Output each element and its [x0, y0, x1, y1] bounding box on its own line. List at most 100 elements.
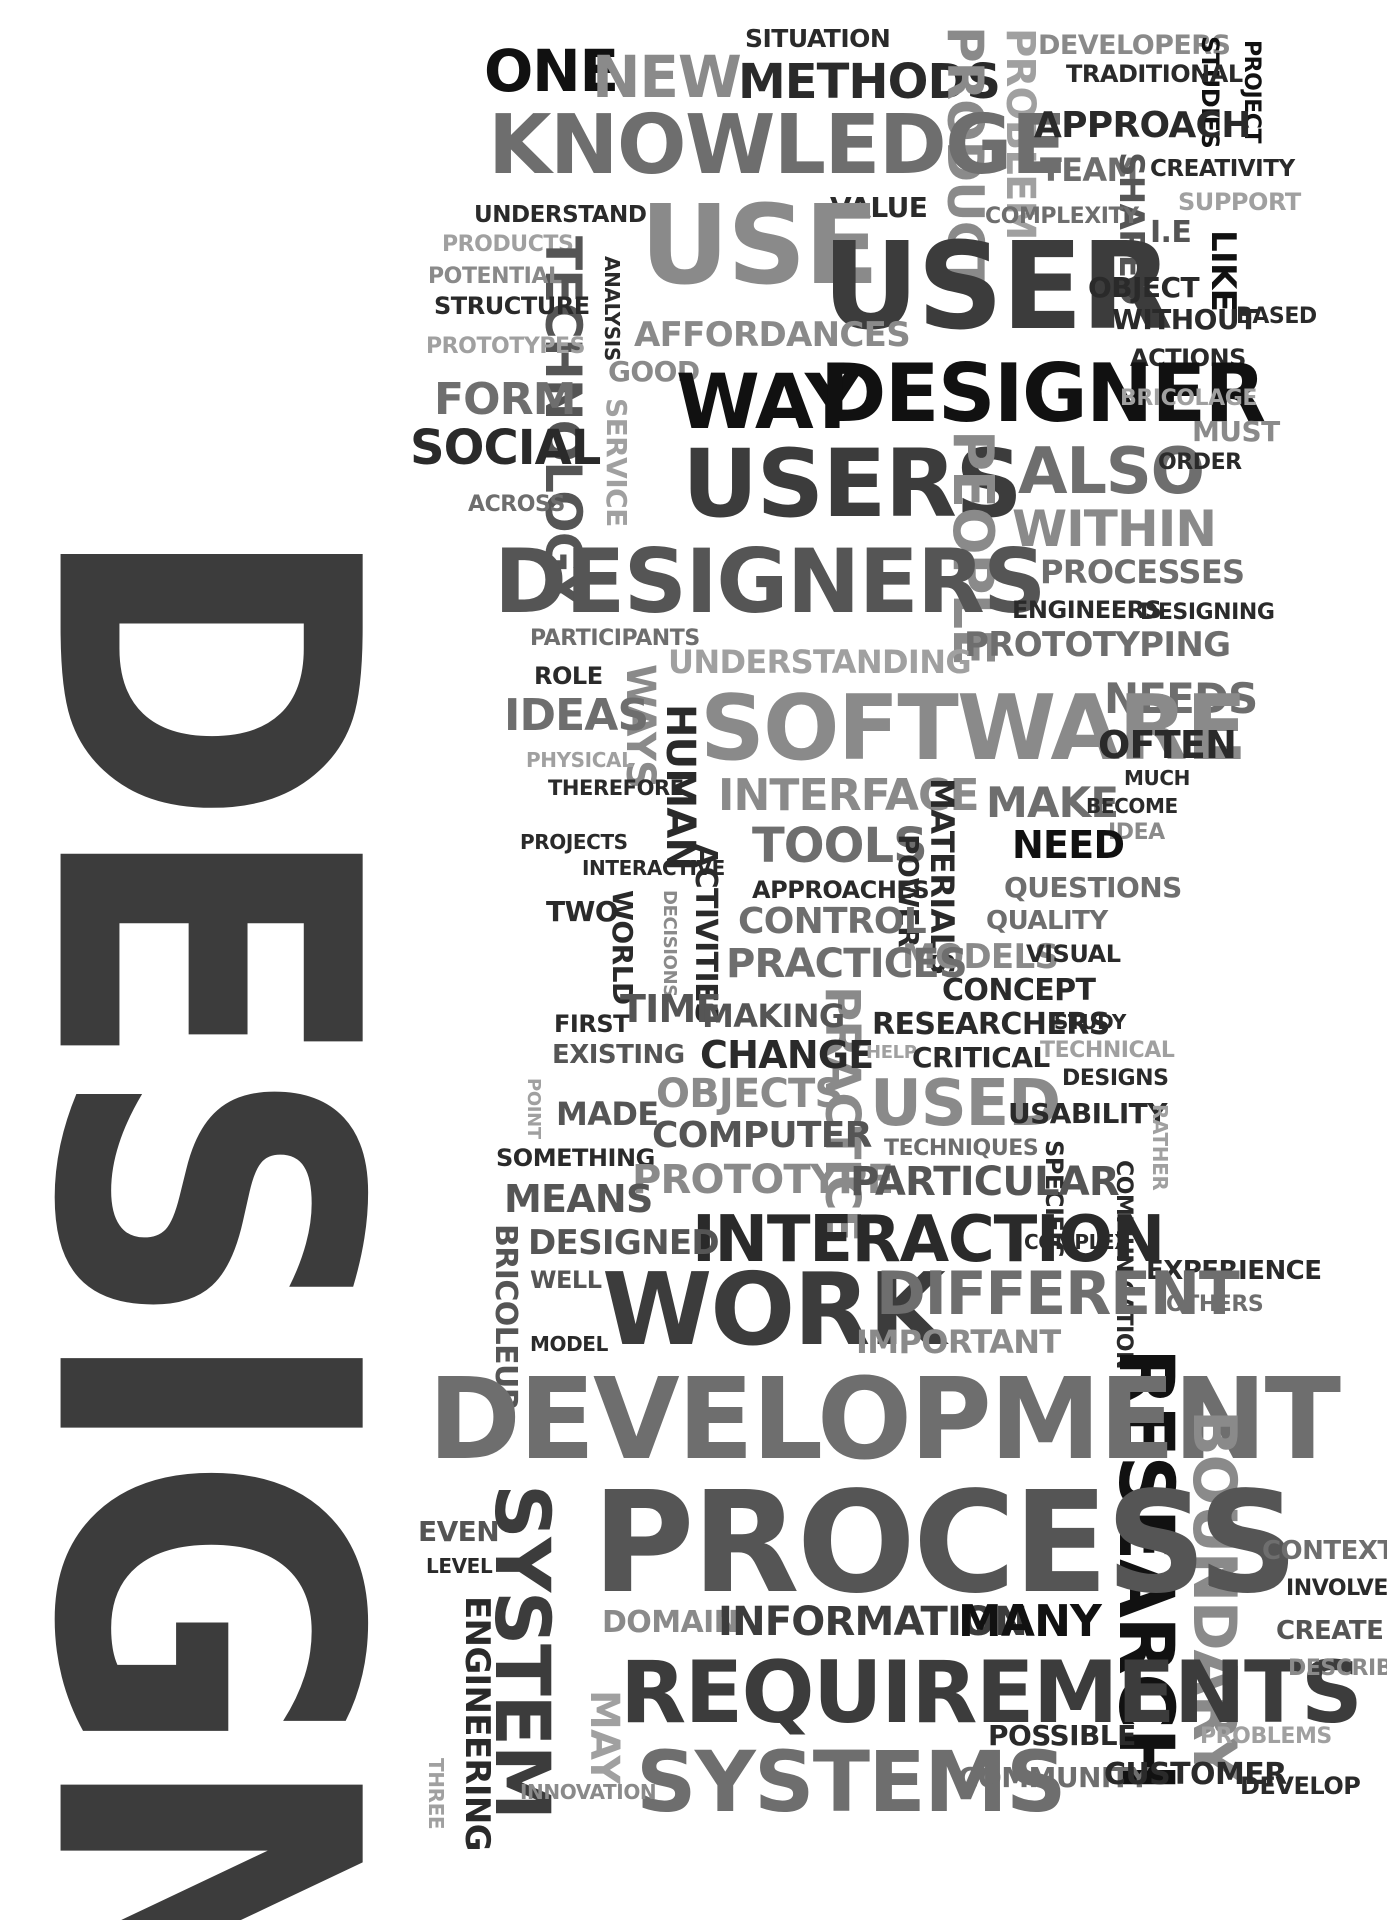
- word-designer: DESIGNER: [820, 347, 1266, 440]
- word-support: SUPPORT: [1178, 188, 1301, 216]
- word-new: NEW: [592, 43, 742, 111]
- word-possible: POSSIBLE: [988, 1719, 1136, 1752]
- word-bricolage: BRICOLAGE: [1120, 386, 1257, 411]
- word-existing: EXISTING: [552, 1040, 685, 1070]
- word-prototype: PROTOTYPE: [632, 1157, 894, 1203]
- word-rather: RATHER: [1148, 1104, 1172, 1191]
- word-good: GOOD: [608, 355, 700, 388]
- word-designed: DESIGNED: [528, 1223, 720, 1263]
- word-context: CONTEXT: [1262, 1536, 1387, 1566]
- word-something: SOMETHING: [496, 1144, 655, 1172]
- word-concept: CONCEPT: [942, 973, 1096, 1008]
- word-developers: DEVELOPERS: [1038, 30, 1231, 61]
- word-traditional: TRADITIONAL: [1066, 60, 1243, 88]
- word-understanding: UNDERSTANDING: [668, 643, 972, 681]
- word-therefore: THEREFORE: [548, 776, 684, 800]
- word-technical: TECHNICAL: [1040, 1038, 1175, 1063]
- word-approach: APPROACH: [1034, 105, 1251, 146]
- word-study: STUDY: [1054, 1010, 1126, 1034]
- word-creativity: CREATIVITY: [1150, 156, 1295, 182]
- word-within: WITHIN: [1012, 500, 1217, 558]
- word-usability: USABILITY: [1008, 1097, 1167, 1130]
- word-engineers: ENGINEERS: [1012, 596, 1162, 624]
- word-service: SERVICE: [600, 398, 633, 527]
- word-engineering: ENGINEERING: [457, 1596, 497, 1851]
- word-community: COMMUNITY: [958, 1761, 1150, 1794]
- word-work: WORK: [602, 1251, 946, 1368]
- word-team: TEAM: [1040, 151, 1138, 189]
- word-actions: ACTIONS: [1130, 344, 1246, 372]
- word-ideas: IDEAS: [504, 690, 649, 741]
- word-particular: PARTICULAR: [850, 1159, 1120, 1205]
- word-need: NEED: [1012, 823, 1125, 867]
- word-projects: PROJECTS: [520, 830, 628, 854]
- word-designs: DESIGNS: [1062, 1066, 1169, 1091]
- word-experience: EXPERIENCE: [1146, 1256, 1322, 1286]
- word-domain: DOMAIN: [602, 1605, 739, 1640]
- word-needs: NEEDS: [1104, 674, 1258, 723]
- word-make: MAKE: [986, 778, 1119, 827]
- word-describe: DESCRIBE: [1288, 1656, 1387, 1681]
- word-complexity: COMPLEXITY: [985, 204, 1139, 229]
- word-even: EVEN: [418, 1515, 500, 1548]
- word-must: MUST: [1192, 415, 1280, 448]
- word-idea: IDEA: [1108, 820, 1165, 845]
- word-customer: CUSTOMER: [1104, 1757, 1287, 1792]
- word-users: USERS: [682, 430, 1023, 539]
- word-without: WITHOUT: [1112, 303, 1258, 336]
- word-well: WELL: [530, 1266, 602, 1294]
- word-point: POINT: [523, 1078, 544, 1139]
- word-objects: OBJECTS: [656, 1071, 843, 1117]
- word-interface: INTERFACE: [718, 770, 980, 821]
- word-physical: PHYSICAL: [526, 748, 634, 772]
- word-development: DEVELOPMENT: [428, 1355, 1341, 1485]
- word-requirements: REQUIREMENTS: [620, 1643, 1363, 1743]
- word-first: FIRST: [554, 1010, 630, 1038]
- word-become: BECOME: [1086, 794, 1178, 818]
- word-involved: INVOLVED: [1286, 1576, 1387, 1601]
- word-much: MUCH: [1124, 766, 1190, 790]
- word-develop: DEVELOP: [1240, 1772, 1361, 1800]
- word-model: MODEL: [530, 1332, 608, 1356]
- word-used: USED: [870, 1067, 1061, 1141]
- word-may: MAY: [581, 1690, 627, 1784]
- word-innovation: INNOVATION: [520, 1780, 657, 1804]
- word-potential: POTENTIAL: [428, 264, 562, 289]
- word-like: LIKE: [1203, 230, 1243, 312]
- word-interaction: INTERACTION: [692, 1203, 1165, 1277]
- word-based: BASED: [1236, 304, 1317, 329]
- word-situation: SITUATION: [745, 24, 891, 53]
- word-approaches: APPROACHES: [752, 876, 930, 904]
- word-processes: PROCESSES: [1040, 553, 1245, 591]
- word-designers: DESIGNERS: [494, 530, 1046, 633]
- word-create: CREATE: [1276, 1616, 1384, 1646]
- word-means: MEANS: [504, 1177, 653, 1221]
- word-systems: SYSTEMS: [636, 1733, 1067, 1831]
- word-prototyping: PROTOTYPING: [964, 625, 1231, 665]
- word-control: CONTROL: [738, 901, 927, 942]
- word-others: OTHERS: [1166, 1292, 1264, 1317]
- word-role: ROLE: [534, 662, 603, 690]
- word-social: SOCIAL: [410, 420, 601, 476]
- word-form: FORM: [434, 374, 576, 425]
- word-structure: STRUCTURE: [434, 292, 590, 320]
- headline-design: DESIGN: [0, 520, 444, 1920]
- word-information: INFORMATION: [718, 1599, 1028, 1645]
- word-techniques: TECHNIQUES: [884, 1136, 1039, 1161]
- word-tools: TOOLS: [752, 818, 928, 874]
- word-different: DIFFERENT: [876, 1259, 1240, 1329]
- word-across: ACROSS: [468, 492, 565, 517]
- word-ie: I.E: [1150, 215, 1192, 250]
- word-order: ORDER: [1158, 450, 1242, 475]
- word-interactive: INTERACTIVE: [582, 856, 725, 880]
- word-prototypes: PROTOTYPES: [426, 334, 586, 359]
- word-participants: PARTICIPANTS: [530, 626, 700, 651]
- word-understand: UNDERSTAND: [474, 202, 647, 228]
- word-practices: PRACTICES: [726, 941, 968, 987]
- word-change: CHANGE: [700, 1033, 874, 1077]
- word-two: TWO: [546, 895, 619, 928]
- word-methods: METHODS: [738, 54, 1001, 110]
- word-level: LEVEL: [426, 1554, 493, 1578]
- word-software: SOFTWARE: [700, 676, 1247, 781]
